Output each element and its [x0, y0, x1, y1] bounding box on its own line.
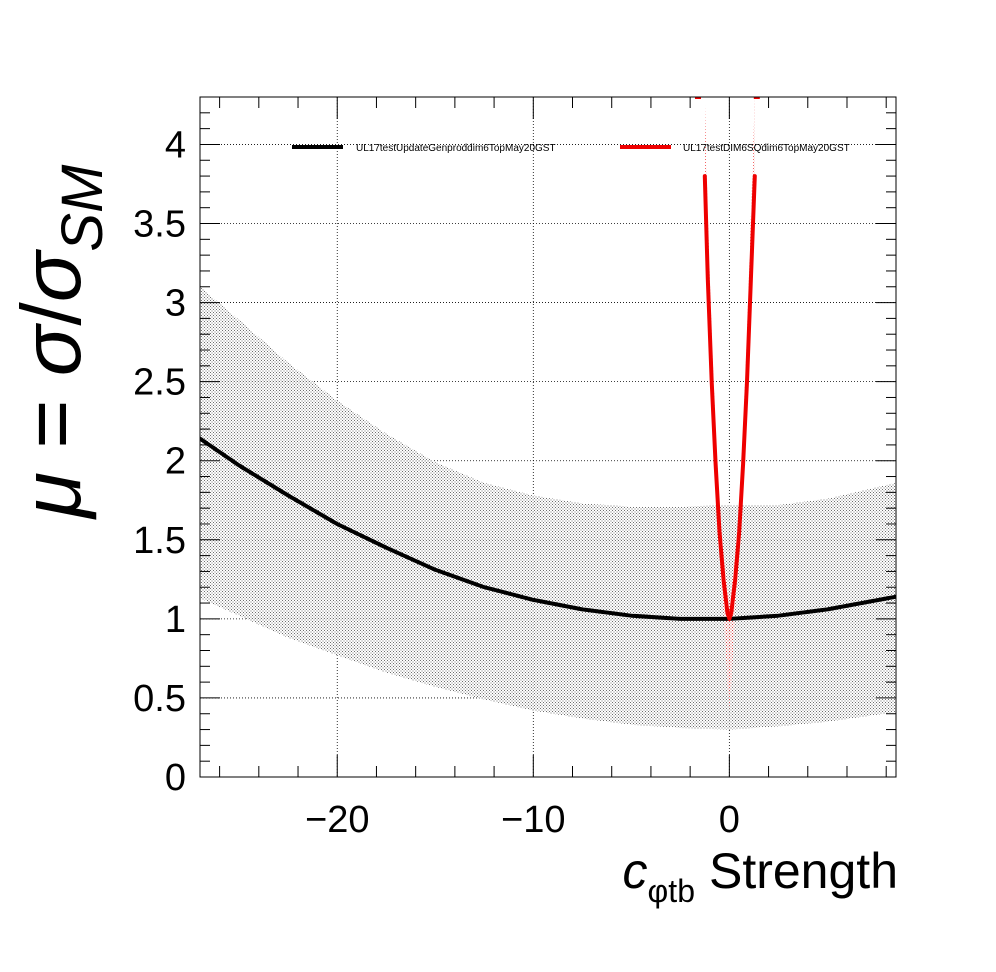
y-axis-equals: =	[4, 376, 98, 472]
series-point-1	[749, 277, 753, 281]
y-tick-label: 1.5	[133, 520, 186, 562]
series-point-0	[678, 617, 682, 621]
series-point-1	[721, 577, 725, 581]
y-axis-slash: /	[4, 302, 98, 326]
series-point-0	[580, 607, 584, 611]
series-lines	[200, 97, 896, 621]
x-tick-label: −10	[501, 799, 565, 841]
series-point-1	[710, 380, 714, 384]
series-point-0	[825, 607, 829, 611]
series-band-0	[200, 286, 896, 730]
series-point-1	[741, 462, 745, 466]
series-point-1	[753, 174, 757, 178]
y-axis-subscript: SM	[50, 164, 115, 252]
axis-ticks	[200, 96, 896, 778]
y-tick-label: 0.5	[133, 678, 186, 720]
y-axis-sigma-2: σ	[4, 248, 98, 302]
x-axis-title: cφtb Strength	[623, 843, 898, 909]
uncertainty-bands	[200, 97, 896, 730]
legend: UL17testUpdateGenproddim6TopMay20GST UL17…	[292, 143, 850, 154]
x-axis-suffix: Strength	[709, 843, 898, 899]
series-point-1	[703, 174, 707, 178]
y-tick-label: 2.5	[133, 362, 186, 404]
series-point-1	[737, 530, 741, 534]
series-point-1	[718, 530, 722, 534]
x-tick-label: 0	[719, 799, 740, 841]
y-axis-mu: μ	[4, 472, 98, 520]
x-axis-subscript: φtb	[648, 873, 695, 909]
y-tick-label: 2	[165, 441, 186, 483]
series-point-0	[531, 598, 535, 602]
y-axis-title: μ = σ/σSM	[4, 164, 115, 520]
series-point-0	[433, 568, 437, 572]
outlier-marker-1	[753, 97, 760, 99]
y-axis-sigma: σ	[4, 322, 98, 376]
series-point-1	[706, 277, 710, 281]
series-point-1	[725, 611, 729, 615]
series-point-1	[729, 611, 733, 615]
series-point-0	[482, 585, 486, 589]
legend-label-1: UL17testDIM6SQdim6TopMay20GST	[683, 143, 850, 154]
series-point-0	[384, 546, 388, 550]
legend-label-0: UL17testUpdateGenproddim6TopMay20GST	[356, 143, 556, 154]
series-point-0	[286, 494, 290, 498]
plot-frame	[199, 96, 897, 778]
series-point-0	[335, 522, 339, 526]
y-tick-label: 4	[165, 124, 186, 166]
x-tick-label: −20	[305, 799, 369, 841]
series-point-1	[745, 380, 749, 384]
y-tick-label: 3.5	[133, 204, 186, 246]
series-point-1	[727, 617, 731, 621]
series-point-0	[237, 463, 241, 467]
y-tick-label: 1	[165, 599, 186, 641]
series-point-0	[776, 614, 780, 618]
tick-labels: −20 −10 0 0 0.5 1 1.5 2 2.5 3 3.5 4	[133, 124, 740, 841]
series-point-1	[733, 577, 737, 581]
y-tick-label: 0	[165, 757, 186, 799]
series-point-0	[629, 614, 633, 618]
x-axis-symbol: c	[623, 843, 648, 899]
outlier-marker-0	[694, 97, 701, 99]
series-point-1	[714, 462, 718, 466]
y-tick-label: 3	[165, 283, 186, 325]
